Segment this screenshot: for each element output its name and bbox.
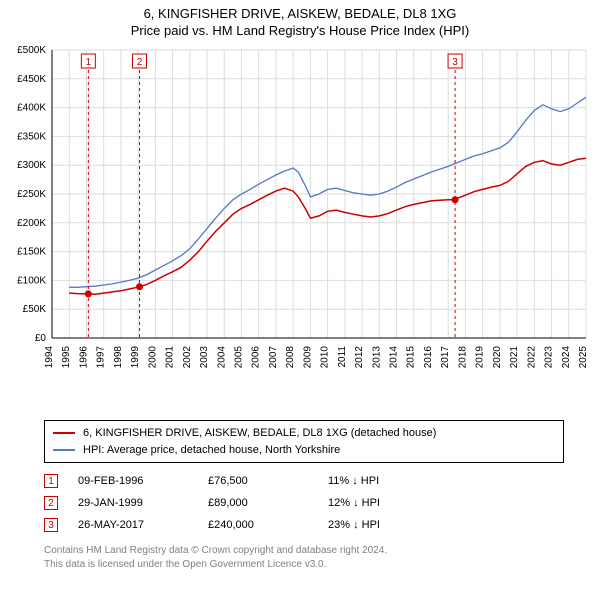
svg-text:2005: 2005: [233, 346, 244, 369]
svg-text:2010: 2010: [320, 346, 331, 369]
sales-row-1: 1 09-FEB-1996 £76,500 11% ↓ HPI: [44, 470, 564, 492]
svg-text:2022: 2022: [526, 346, 537, 369]
sale-marker-3: 3: [44, 518, 58, 532]
svg-text:1997: 1997: [96, 346, 107, 369]
svg-text:£100K: £100K: [17, 275, 46, 286]
attribution-line1: Contains HM Land Registry data © Crown c…: [44, 544, 564, 558]
svg-text:2012: 2012: [354, 346, 365, 369]
attribution-line2: This data is licensed under the Open Gov…: [44, 558, 564, 572]
legend-swatch-property: [53, 432, 75, 434]
svg-text:2: 2: [137, 57, 143, 68]
svg-text:2025: 2025: [578, 346, 589, 369]
svg-text:2016: 2016: [423, 346, 434, 369]
svg-text:1999: 1999: [130, 346, 141, 369]
svg-text:£350K: £350K: [17, 131, 46, 142]
svg-text:£300K: £300K: [17, 160, 46, 171]
svg-text:2015: 2015: [406, 346, 417, 369]
svg-text:2011: 2011: [337, 346, 348, 368]
svg-text:2020: 2020: [492, 346, 503, 369]
title-address: 6, KINGFISHER DRIVE, AISKEW, BEDALE, DL8…: [0, 6, 600, 21]
sale-diff-3: 23% ↓ HPI: [328, 519, 448, 531]
svg-text:£500K: £500K: [17, 46, 46, 56]
title-block: 6, KINGFISHER DRIVE, AISKEW, BEDALE, DL8…: [0, 0, 600, 38]
attribution: Contains HM Land Registry data © Crown c…: [44, 544, 564, 572]
legend-row-hpi: HPI: Average price, detached house, Nort…: [53, 442, 555, 459]
legend-row-property: 6, KINGFISHER DRIVE, AISKEW, BEDALE, DL8…: [53, 425, 555, 442]
svg-text:1996: 1996: [78, 346, 89, 369]
svg-text:2014: 2014: [389, 346, 400, 369]
svg-text:3: 3: [452, 57, 458, 68]
svg-text:£200K: £200K: [17, 218, 46, 229]
svg-text:2017: 2017: [440, 346, 451, 369]
svg-text:2018: 2018: [457, 346, 468, 369]
svg-text:1998: 1998: [113, 346, 124, 369]
sale-date-3: 26-MAY-2017: [78, 519, 208, 531]
chart-svg: £0 £50K £100K £150K £200K £250K £300K £350K £400…: [0, 46, 600, 386]
sale-diff-1: 11% ↓ HPI: [328, 475, 448, 487]
svg-text:2013: 2013: [371, 346, 382, 369]
svg-text:1995: 1995: [61, 346, 72, 369]
svg-text:2000: 2000: [147, 346, 158, 369]
legend-label-property: 6, KINGFISHER DRIVE, AISKEW, BEDALE, DL8…: [83, 425, 436, 442]
svg-text:£150K: £150K: [17, 247, 46, 258]
legend-label-hpi: HPI: Average price, detached house, Nort…: [83, 442, 340, 459]
svg-text:£450K: £450K: [17, 74, 46, 85]
sale-marker-1: 1: [44, 474, 58, 488]
svg-text:£0: £0: [35, 333, 47, 344]
svg-text:£400K: £400K: [17, 103, 46, 114]
title-subtitle: Price paid vs. HM Land Registry's House …: [0, 23, 600, 38]
sale-date-2: 29-JAN-1999: [78, 497, 208, 509]
svg-text:2009: 2009: [302, 346, 313, 369]
svg-text:2021: 2021: [509, 346, 520, 369]
svg-text:2001: 2001: [165, 346, 176, 369]
legend: 6, KINGFISHER DRIVE, AISKEW, BEDALE, DL8…: [44, 420, 564, 463]
svg-text:£50K: £50K: [23, 304, 47, 315]
sales-row-2: 2 29-JAN-1999 £89,000 12% ↓ HPI: [44, 492, 564, 514]
sale-price-2: £89,000: [208, 497, 328, 509]
sale-date-1: 09-FEB-1996: [78, 475, 208, 487]
svg-text:2003: 2003: [199, 346, 210, 369]
svg-text:1994: 1994: [44, 346, 55, 369]
sale-price-3: £240,000: [208, 519, 328, 531]
svg-text:2024: 2024: [561, 346, 572, 369]
sales-row-3: 3 26-MAY-2017 £240,000 23% ↓ HPI: [44, 514, 564, 536]
svg-text:1: 1: [86, 57, 92, 68]
svg-text:2002: 2002: [182, 346, 193, 369]
svg-text:2004: 2004: [216, 346, 227, 369]
sale-price-1: £76,500: [208, 475, 328, 487]
svg-text:2006: 2006: [251, 346, 262, 369]
sale-marker-2: 2: [44, 496, 58, 510]
sales-table: 1 09-FEB-1996 £76,500 11% ↓ HPI 2 29-JAN…: [44, 470, 564, 536]
svg-text:£250K: £250K: [17, 189, 46, 200]
chart-area: £0 £50K £100K £150K £200K £250K £300K £350K £400…: [0, 46, 600, 386]
svg-text:2019: 2019: [475, 346, 486, 369]
svg-text:2008: 2008: [285, 346, 296, 369]
legend-swatch-hpi: [53, 449, 75, 451]
svg-text:2007: 2007: [268, 346, 279, 369]
sale-diff-2: 12% ↓ HPI: [328, 497, 448, 509]
chart-container: 6, KINGFISHER DRIVE, AISKEW, BEDALE, DL8…: [0, 0, 600, 590]
svg-text:2023: 2023: [544, 346, 555, 369]
